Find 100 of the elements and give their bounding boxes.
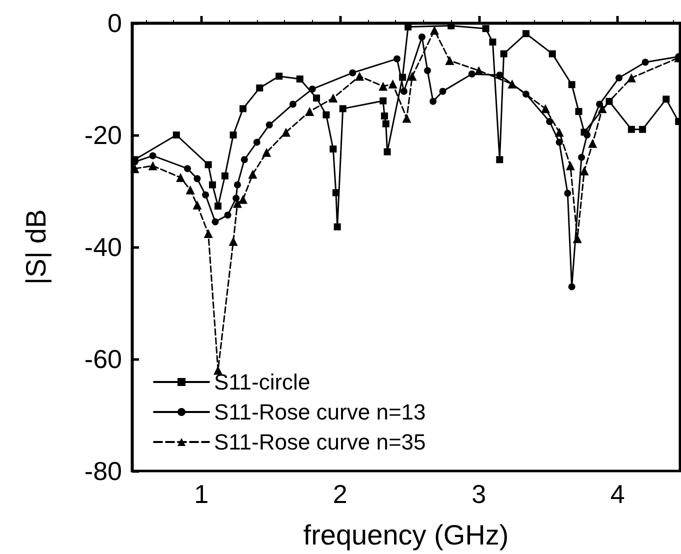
point [575,108,582,115]
point [289,100,296,108]
point [228,236,238,246]
point [508,80,517,89]
point [489,38,496,46]
point [184,165,191,172]
point [238,194,248,204]
point [554,128,564,137]
point [276,72,283,80]
point [430,26,439,35]
x-tick-label: 3 [472,479,486,509]
point [148,161,158,170]
point [330,146,337,152]
point [578,154,585,161]
point [149,152,156,160]
point [628,126,635,133]
point [626,73,636,82]
point [388,80,398,89]
point [556,138,563,146]
point [234,181,241,188]
point [500,50,508,58]
point [402,114,412,123]
point [642,58,649,66]
point [522,30,530,38]
point [253,138,260,146]
point [230,132,237,138]
point [262,148,272,157]
y-axis-title: |S| dB [20,209,52,285]
point [339,105,346,112]
point [296,76,304,82]
point [378,82,388,91]
legend-label: S11-Rose curve n=35 [214,430,426,454]
point [334,223,341,230]
point [208,181,216,188]
point [540,104,550,114]
point [322,111,330,118]
point [474,66,484,76]
point [281,128,290,137]
point [568,81,576,88]
point [308,86,316,93]
point [212,218,219,226]
point [606,98,613,105]
point [305,106,314,116]
point [424,67,432,74]
point [399,74,406,81]
y-tick-label: -20 [84,120,122,150]
point [418,34,426,40]
point [496,72,504,79]
point [382,120,390,128]
point [194,175,201,182]
point [445,56,454,66]
point [580,166,589,176]
point [332,189,340,196]
point [192,200,202,210]
y-tick-label: -40 [84,232,122,262]
legend-label: S11-Rose curve n=13 [214,400,426,424]
legend-label: S11-circle [214,370,310,394]
point [482,25,490,32]
point [564,190,572,197]
point [256,84,264,92]
point [384,148,391,156]
point [584,132,591,138]
point [221,172,228,180]
point [393,55,400,62]
point [380,112,388,120]
point [355,72,364,81]
point [186,185,195,194]
x-tick-label: 1 [194,479,209,509]
point [522,90,530,98]
point [248,170,258,179]
point [313,94,320,102]
point [176,173,186,182]
point [214,202,222,210]
point [468,70,476,78]
point [548,50,556,58]
point [266,121,273,128]
x-axis-title: frequency (GHz) [303,520,509,550]
point [400,88,408,95]
point [204,161,212,168]
point [239,105,246,112]
point [566,161,575,170]
point [349,69,356,76]
point [496,156,504,164]
point [380,97,387,104]
point [202,191,210,198]
point [430,98,437,105]
point [662,96,670,103]
y-tick-label: -80 [84,456,122,486]
point [588,138,598,148]
point [439,88,446,95]
x-tick-label: 4 [610,479,625,509]
x-tick-label: 2 [332,479,348,509]
point [204,229,213,238]
point [224,212,232,219]
point [328,94,338,103]
y-tick-label: 0 [108,8,122,38]
point [130,164,140,174]
point [568,283,576,290]
point [596,100,604,108]
point [546,118,554,126]
